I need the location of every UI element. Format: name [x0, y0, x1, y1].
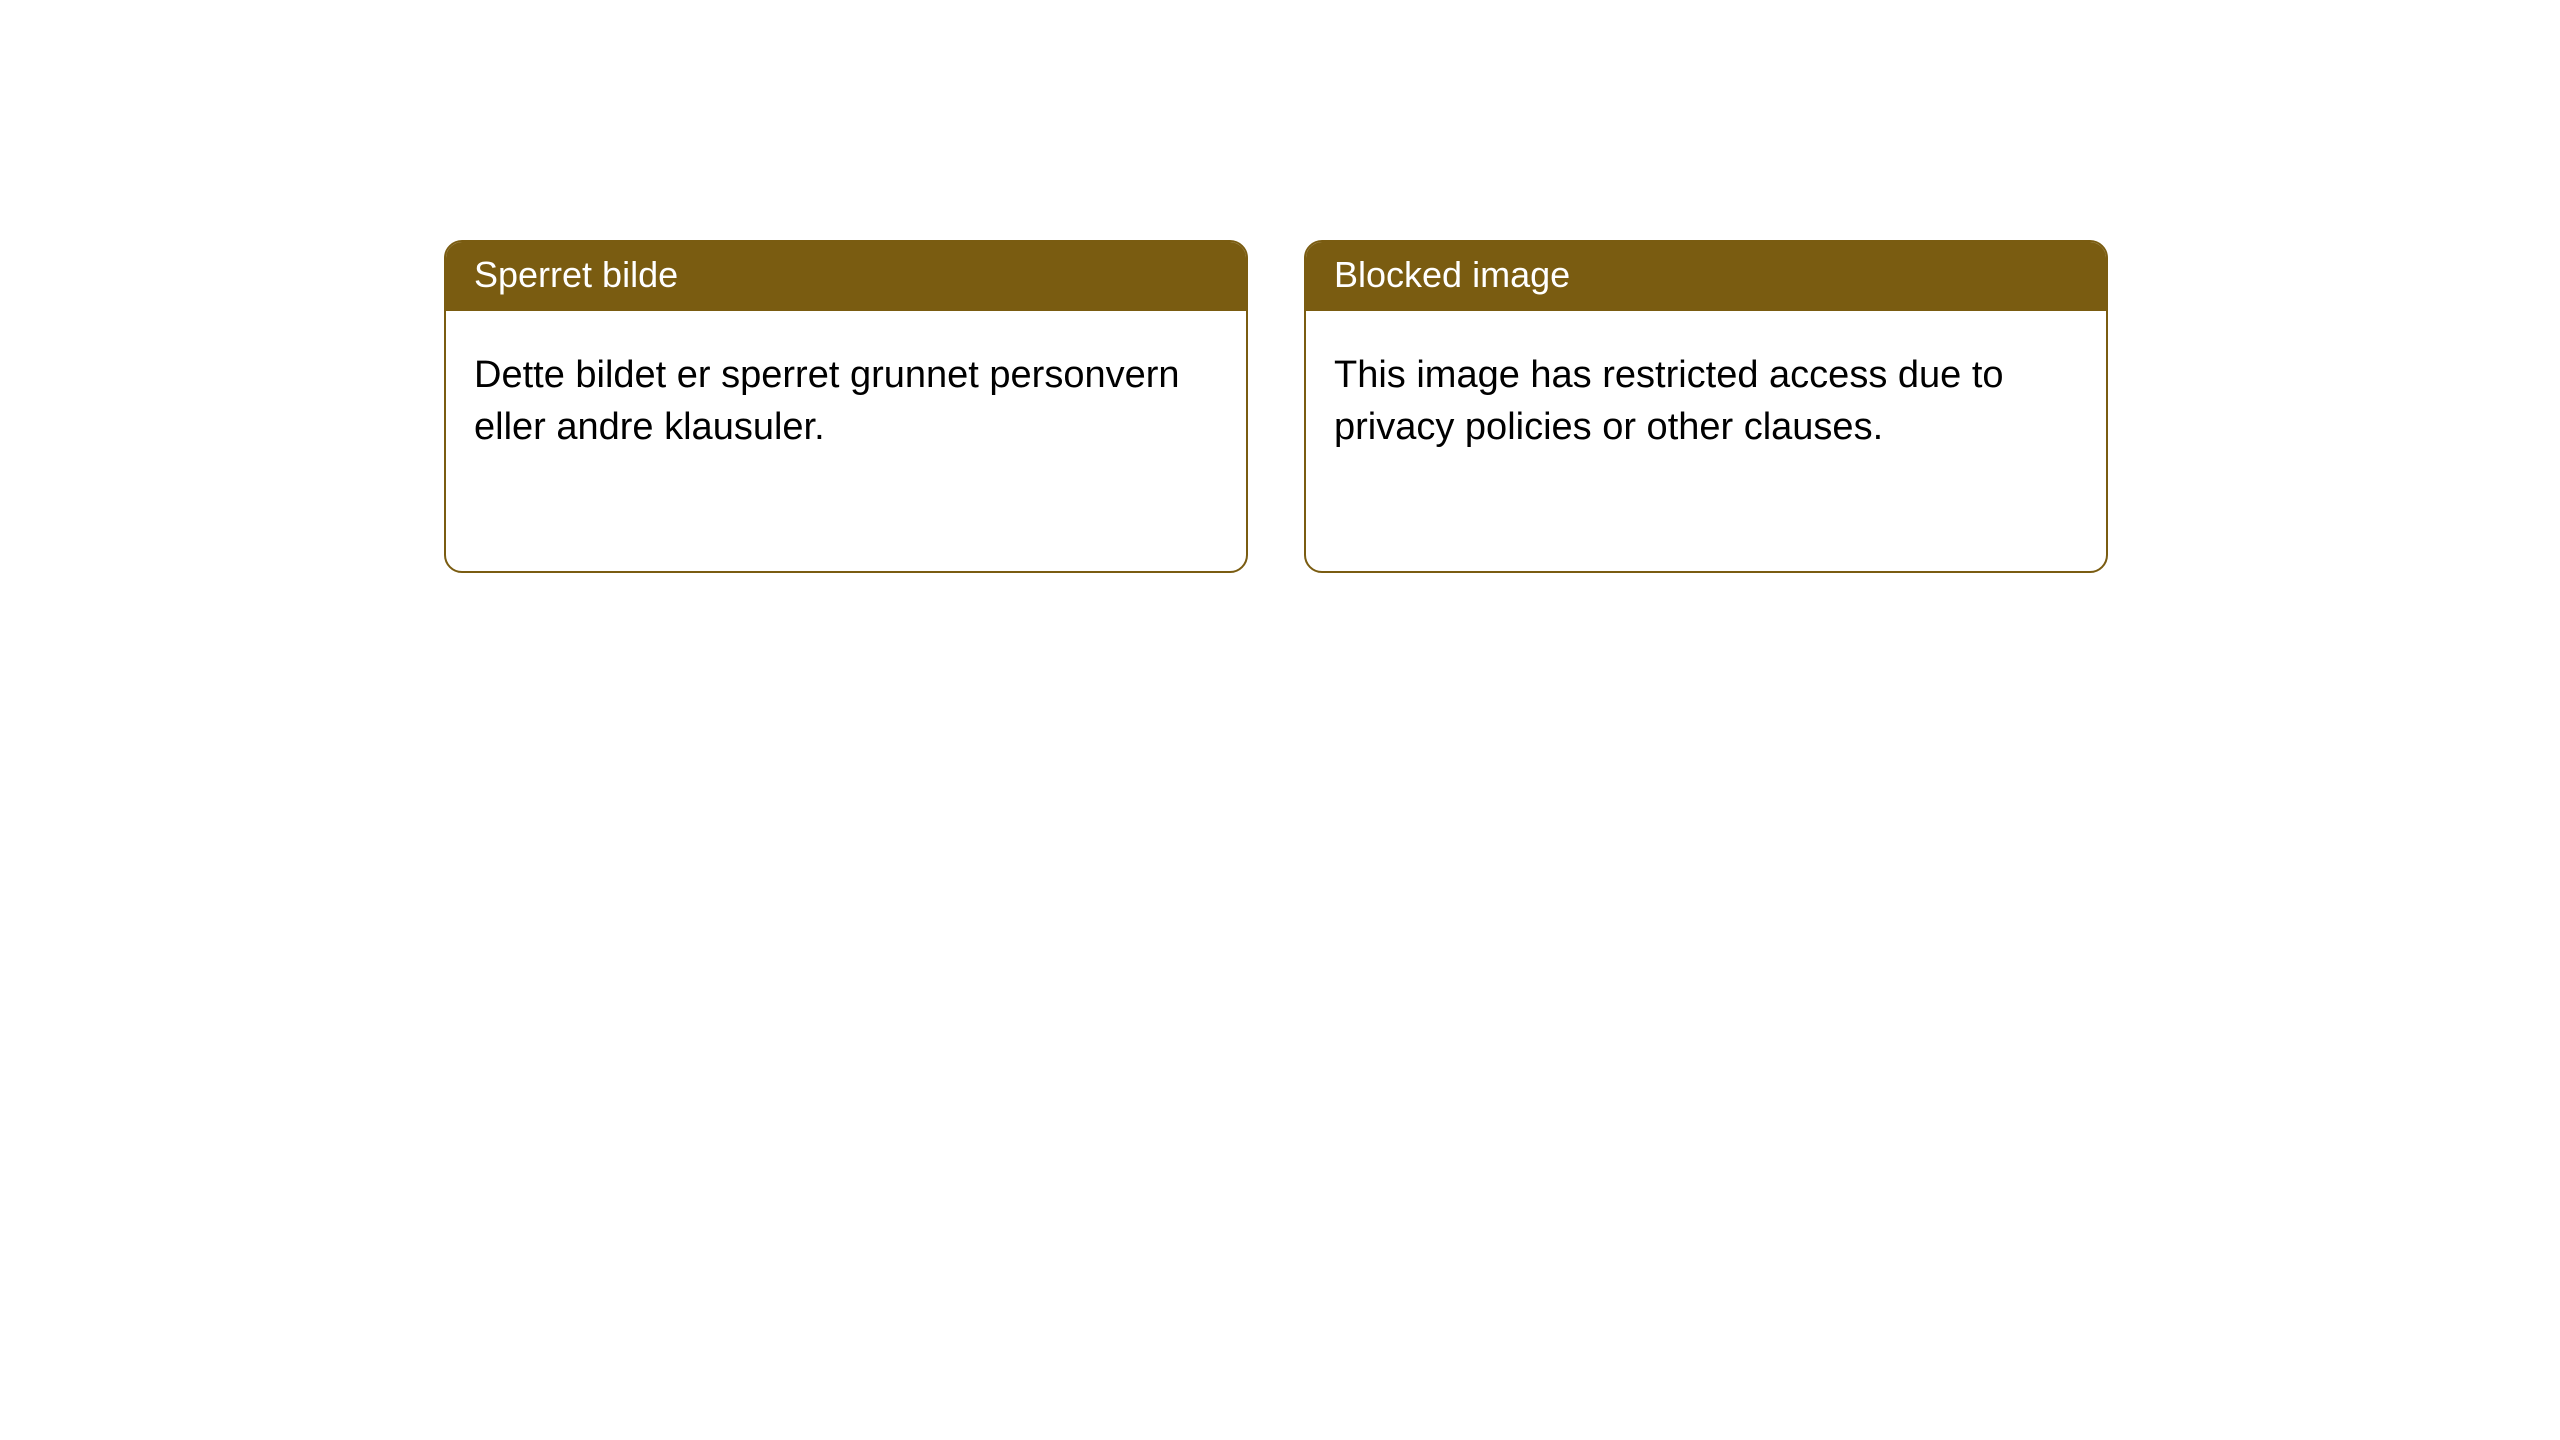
- notice-body: Dette bildet er sperret grunnet personve…: [446, 311, 1246, 571]
- notice-header: Blocked image: [1306, 242, 2106, 311]
- notice-box-english: Blocked image This image has restricted …: [1304, 240, 2108, 573]
- notice-header: Sperret bilde: [446, 242, 1246, 311]
- notice-box-norwegian: Sperret bilde Dette bildet er sperret gr…: [444, 240, 1248, 573]
- notice-container: Sperret bilde Dette bildet er sperret gr…: [0, 0, 2560, 573]
- notice-body: This image has restricted access due to …: [1306, 311, 2106, 571]
